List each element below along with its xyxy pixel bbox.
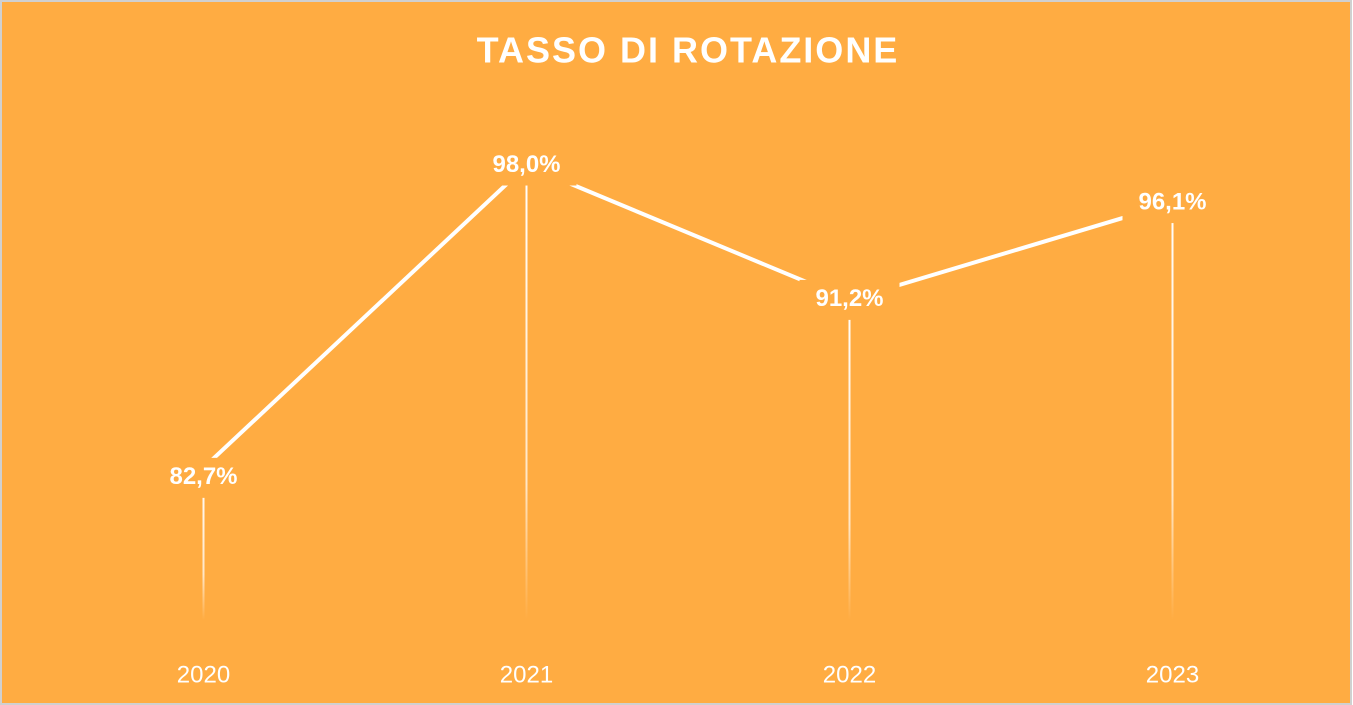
data-label: 98,0% [492, 151, 560, 178]
data-label: 91,2% [815, 285, 883, 312]
drop-line [848, 299, 851, 620]
data-line [202, 163, 1174, 470]
label-background [799, 279, 900, 320]
x-tick-label: 2022 [823, 661, 876, 688]
drop-line [1171, 203, 1174, 620]
x-tick-label: 2023 [1146, 661, 1199, 688]
drop-line [525, 165, 528, 620]
data-label: 96,1% [1138, 188, 1206, 215]
x-tick-label: 2020 [177, 661, 230, 688]
chart-title: TASSO DI ROTAZIONE [477, 30, 900, 71]
data-label: 82,7% [169, 463, 237, 490]
x-tick-label: 2021 [500, 661, 553, 688]
label-background [1122, 183, 1223, 224]
drop-line [202, 467, 205, 620]
label-background [476, 145, 577, 186]
label-background [153, 457, 254, 498]
